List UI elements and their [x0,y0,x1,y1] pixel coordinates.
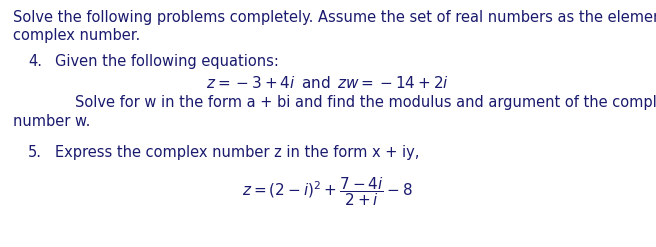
Text: Solve the following problems completely. Assume the set of real numbers as the e: Solve the following problems completely.… [13,10,656,25]
Text: Given the following equations:: Given the following equations: [55,54,279,69]
Text: Express the complex number z in the form x + iy,: Express the complex number z in the form… [55,145,419,160]
Text: 5.: 5. [28,145,42,160]
Text: 4.: 4. [28,54,42,69]
Text: Solve for w in the form a + bi and find the modulus and argument of the complex: Solve for w in the form a + bi and find … [75,95,656,110]
Text: number w.: number w. [13,114,91,129]
Text: $z = -3 + 4i\,$ and $\,zw = -14 + 2i$: $z = -3 + 4i\,$ and $\,zw = -14 + 2i$ [207,75,449,91]
Text: $z = (2-i)^2 + \dfrac{7-4i}{2+i} - 8$: $z = (2-i)^2 + \dfrac{7-4i}{2+i} - 8$ [243,175,413,208]
Text: complex number.: complex number. [13,28,140,43]
